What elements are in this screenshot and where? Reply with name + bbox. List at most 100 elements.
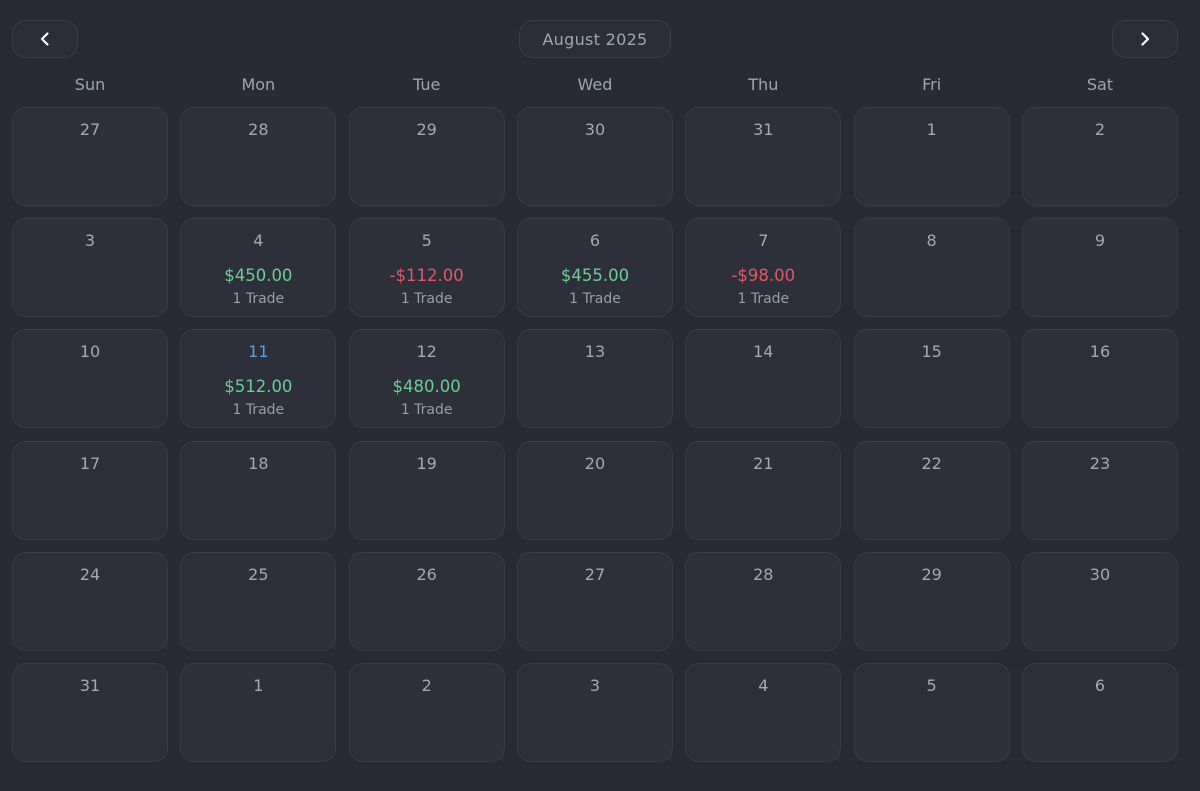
weekday-mon: Mon <box>241 75 276 94</box>
daily-loss-amount: -$98.00 <box>731 266 796 286</box>
day-number: 23 <box>1089 453 1111 473</box>
day-number-today: 11 <box>248 342 269 362</box>
day-cell[interactable]: 19 <box>348 440 505 540</box>
weekday-sun: Sun <box>74 75 106 94</box>
day-number: 17 <box>79 453 101 473</box>
day-cell[interactable]: 20 <box>516 440 673 540</box>
daily-profit-amount: $512.00 <box>224 377 293 397</box>
day-cell[interactable]: 25 <box>180 551 337 651</box>
day-cell[interactable]: 5 -$112.00 1 Trade <box>348 218 505 318</box>
day-number: 9 <box>1094 231 1106 251</box>
day-cell[interactable]: 2 <box>348 662 505 762</box>
day-cell[interactable]: 2 <box>1021 107 1178 206</box>
weekday-tue: Tue <box>412 75 441 94</box>
day-number: 2 <box>1094 120 1106 139</box>
chevron-left-icon <box>40 32 49 46</box>
day-cell[interactable]: 5 <box>853 662 1010 762</box>
day-cell[interactable]: 23 <box>1021 440 1178 540</box>
day-number: 27 <box>79 120 101 139</box>
weekday-wed: Wed <box>577 75 613 94</box>
day-cell[interactable]: 24 <box>12 551 168 651</box>
month-title[interactable]: August 2025 <box>519 20 671 58</box>
day-cell[interactable]: 1 <box>853 107 1010 206</box>
day-number: 19 <box>416 453 437 473</box>
day-cell[interactable]: 31 <box>685 107 842 206</box>
day-cell[interactable]: 7 -$98.00 1 Trade <box>685 218 842 318</box>
day-cell[interactable]: 6 $455.00 1 Trade <box>516 218 673 318</box>
day-cell[interactable]: 9 <box>1021 218 1178 318</box>
next-month-button[interactable] <box>1112 20 1178 58</box>
day-cell[interactable]: 28 <box>685 551 842 651</box>
day-cell[interactable]: 26 <box>348 551 505 651</box>
day-cell[interactable]: 4 $450.00 1 Trade <box>180 218 337 318</box>
trade-count: 1 Trade <box>737 291 790 308</box>
day-cell[interactable]: 21 <box>685 440 842 540</box>
day-number: 24 <box>79 564 101 584</box>
trade-count: 1 Trade <box>232 402 285 419</box>
trade-count: 1 Trade <box>232 291 285 308</box>
day-cell[interactable]: 30 <box>516 107 673 206</box>
day-cell[interactable]: 17 <box>12 440 168 540</box>
day-cell[interactable]: 22 <box>853 440 1010 540</box>
day-cell[interactable]: 29 <box>853 551 1010 651</box>
day-number: 6 <box>589 231 601 251</box>
day-number: 30 <box>584 120 606 139</box>
day-cell[interactable]: 13 <box>516 329 673 429</box>
day-number: 21 <box>753 453 774 473</box>
day-cell[interactable]: 28 <box>180 107 337 206</box>
day-number: 22 <box>921 453 942 473</box>
day-number: 2 <box>421 675 432 695</box>
day-number: 1 <box>926 120 937 139</box>
day-cell[interactable]: 29 <box>348 107 505 206</box>
day-cell[interactable]: 27 <box>12 107 168 206</box>
day-number: 14 <box>753 342 774 362</box>
day-number: 7 <box>758 231 769 251</box>
day-cell[interactable]: 11 $512.00 1 Trade <box>180 329 337 429</box>
calendar-grid: 27 28 29 30 31 1 2 3 4 $450.00 1 Trade 5 -$112.00 1 T… <box>12 107 1178 762</box>
day-number: 29 <box>921 564 942 584</box>
daily-profit-amount: $450.00 <box>224 266 293 286</box>
previous-month-button[interactable] <box>12 20 78 58</box>
day-number: 27 <box>584 564 606 584</box>
daily-loss-amount: -$112.00 <box>389 266 464 286</box>
day-number: 18 <box>248 453 269 473</box>
calendar-header: August 2025 <box>12 20 1178 59</box>
day-number: 25 <box>248 564 269 584</box>
day-cell[interactable]: 30 <box>1021 551 1178 651</box>
day-number: 28 <box>753 564 774 584</box>
day-number: 4 <box>758 675 769 695</box>
day-cell[interactable]: 16 <box>1021 329 1178 429</box>
day-cell[interactable]: 15 <box>853 329 1010 429</box>
day-number: 13 <box>584 342 606 362</box>
day-number: 31 <box>753 120 774 139</box>
trade-count: 1 Trade <box>569 291 621 308</box>
day-number: 20 <box>584 453 606 473</box>
day-number: 30 <box>1089 564 1111 584</box>
day-cell[interactable]: 10 <box>12 329 168 429</box>
day-number: 29 <box>416 120 437 139</box>
day-number: 5 <box>421 231 432 251</box>
weekday-header-row: Sun Mon Tue Wed Thu Fri Sat <box>12 74 1178 96</box>
day-number: 1 <box>253 675 264 695</box>
day-cell[interactable]: 3 <box>516 662 673 762</box>
day-cell[interactable]: 3 <box>12 218 168 318</box>
day-cell[interactable]: 14 <box>685 329 842 429</box>
day-cell[interactable]: 27 <box>516 551 673 651</box>
weekday-thu: Thu <box>748 75 779 94</box>
day-number: 15 <box>921 342 942 362</box>
daily-profit-amount: $480.00 <box>392 377 461 397</box>
day-number: 26 <box>416 564 437 584</box>
day-cell[interactable]: 18 <box>180 440 337 540</box>
day-cell[interactable]: 6 <box>1021 662 1178 762</box>
day-number: 31 <box>79 675 101 695</box>
day-cell[interactable]: 12 $480.00 1 Trade <box>348 329 505 429</box>
daily-profit-amount: $455.00 <box>560 266 630 286</box>
day-cell[interactable]: 1 <box>180 662 337 762</box>
day-cell[interactable]: 8 <box>853 218 1010 318</box>
day-cell[interactable]: 31 <box>12 662 168 762</box>
day-cell[interactable]: 4 <box>685 662 842 762</box>
weekday-fri: Fri <box>922 75 942 94</box>
chevron-right-icon <box>1141 32 1150 46</box>
trade-count: 1 Trade <box>400 402 453 419</box>
